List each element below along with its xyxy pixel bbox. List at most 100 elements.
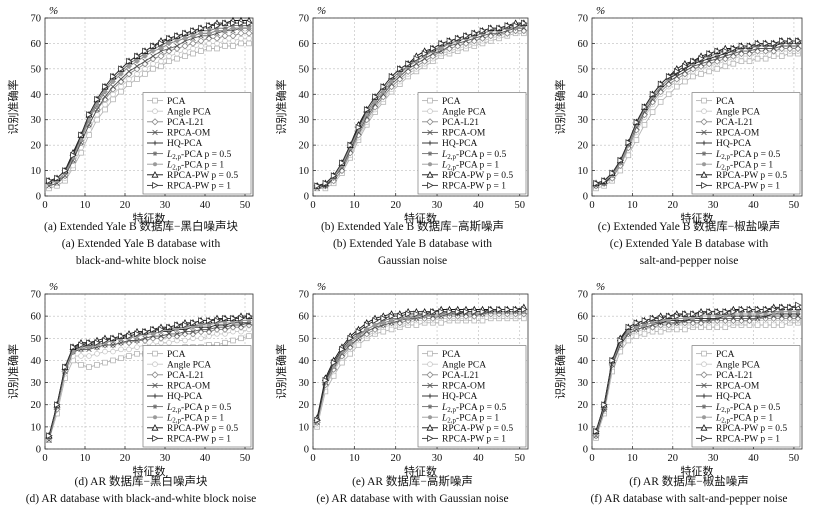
data-point [230, 23, 236, 29]
caption-cn: (a) Extended Yale B 数据库−黑白噪声块 [44, 219, 238, 233]
y-tick-label: 20 [578, 400, 589, 411]
data-point [222, 19, 229, 27]
x-tick-label: 50 [240, 200, 251, 211]
data-point [779, 37, 786, 45]
y-tick-label: 70 [299, 14, 310, 25]
data-point [405, 313, 411, 319]
x-tick-label: 30 [160, 200, 171, 211]
data-point [111, 79, 116, 84]
data-point [795, 309, 800, 314]
data-point [174, 55, 180, 62]
data-point [189, 330, 197, 338]
data-point [487, 24, 495, 32]
legend-entry: RPCA-PW p = 1 [716, 435, 780, 445]
legend-entry: RPCA-PW p = 1 [442, 182, 506, 192]
data-point [103, 89, 108, 94]
data-point [206, 28, 212, 34]
legend-entry: L2,p-PCA p = 1 [166, 160, 224, 171]
data-point [730, 60, 737, 67]
series-9 [593, 37, 802, 187]
data-point [102, 337, 109, 344]
x-tick-label: 0 [42, 200, 47, 211]
legend-marker [152, 151, 158, 156]
data-point [142, 58, 148, 64]
data-point [166, 58, 172, 65]
data-point [134, 350, 140, 357]
legend-marker [151, 424, 159, 431]
data-point [150, 53, 156, 59]
legend-entry: L2,p-PCA p = 1 [441, 160, 499, 171]
data-point [446, 308, 454, 316]
legend-marker [427, 151, 433, 156]
data-point [198, 317, 205, 325]
data-point [364, 327, 369, 332]
data-point [626, 329, 631, 334]
y-axis-label: 识别准确率 [6, 80, 20, 135]
data-point [405, 310, 412, 318]
data-point [389, 79, 394, 84]
data-point [649, 314, 657, 322]
legend-marker [700, 371, 708, 379]
data-point [787, 309, 792, 314]
data-point [166, 34, 173, 42]
y-tick-label: 10 [578, 422, 589, 433]
data-point [697, 319, 705, 327]
data-point [222, 314, 229, 322]
data-point [389, 318, 394, 323]
legend-entry: L2,p-PCA p = 1 [166, 413, 224, 424]
data-point [118, 340, 124, 346]
y-tick-label: 70 [299, 290, 310, 301]
y-tick-label: 60 [299, 39, 310, 50]
data-point [222, 320, 227, 325]
data-point [126, 346, 132, 353]
data-point [322, 376, 330, 384]
data-point [787, 37, 794, 45]
data-point [142, 47, 149, 55]
y-tick-label: 70 [31, 14, 42, 25]
y-unit: % [317, 5, 326, 17]
data-point [246, 40, 252, 47]
plot-frame [44, 293, 254, 450]
data-point [206, 322, 211, 327]
data-point [182, 337, 188, 344]
y-tick-label: 30 [31, 378, 42, 389]
x-axis-label: 特征数 [681, 464, 714, 478]
data-point [779, 309, 784, 314]
data-point [158, 46, 163, 51]
y-tick-label: 70 [578, 290, 589, 301]
data-point [754, 306, 762, 313]
legend-marker [701, 404, 707, 409]
data-point [706, 308, 713, 316]
x-tick-label: 40 [200, 200, 211, 211]
legend-entry: Angle PCA [167, 360, 211, 370]
data-point [70, 343, 77, 351]
y-unit: % [49, 281, 58, 293]
data-point [206, 31, 211, 36]
x-tick-label: 20 [668, 200, 679, 211]
data-point [356, 331, 361, 337]
data-point [682, 310, 689, 318]
x-tick-label: 50 [514, 453, 525, 464]
data-point [190, 33, 195, 38]
legend-entry: RPCA-PW p = 0.5 [716, 171, 787, 181]
data-point [198, 322, 203, 327]
y-tick-label: 0 [36, 445, 41, 456]
data-point [504, 306, 512, 313]
data-point [118, 65, 125, 73]
data-point [364, 112, 369, 117]
y-tick-label: 50 [578, 64, 589, 75]
data-point [471, 29, 479, 37]
legend-marker [427, 181, 434, 189]
data-point [770, 314, 778, 322]
data-point [62, 363, 69, 371]
data-point [738, 42, 746, 50]
y-tick-label: 50 [578, 334, 589, 345]
data-point [126, 57, 133, 65]
data-point [62, 167, 69, 175]
